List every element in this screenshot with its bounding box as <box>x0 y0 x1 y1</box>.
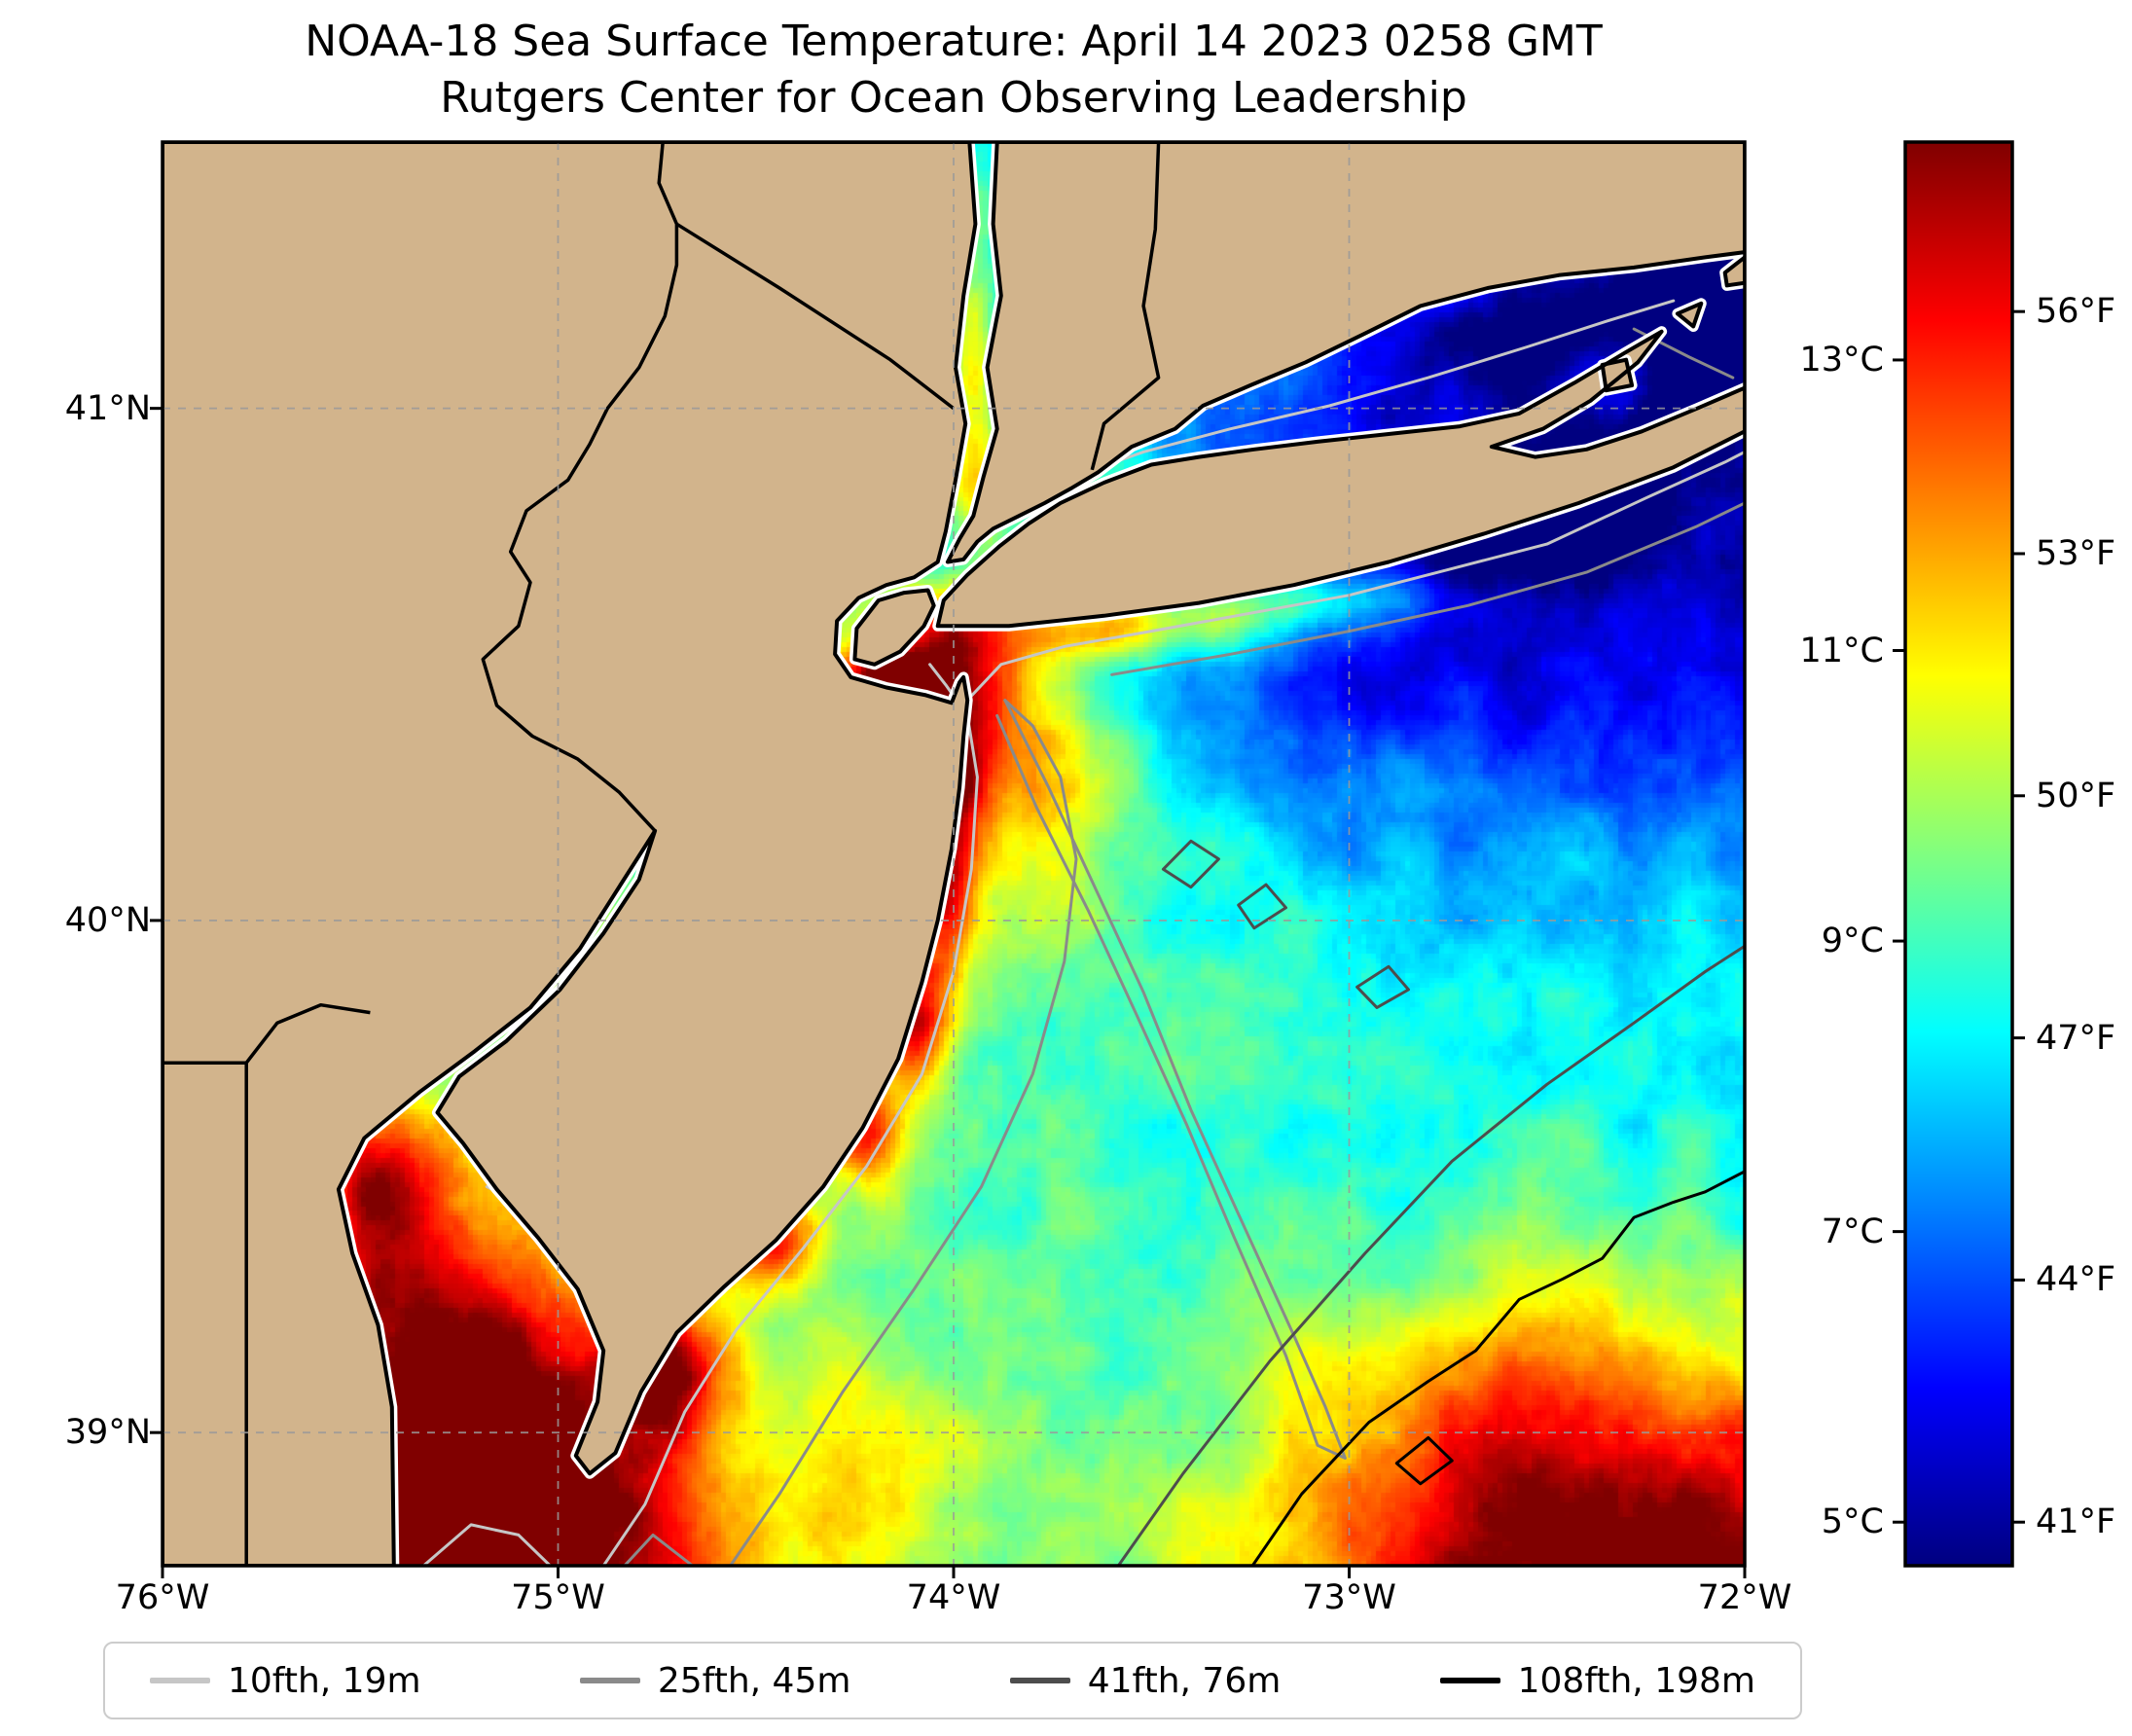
y-tick-label: 39°N <box>64 1413 151 1453</box>
colorbar-fahrenheit-label: 47°F <box>2036 1018 2116 1058</box>
colorbar-celsius-label: 9°C <box>1821 922 1884 961</box>
depth-contour-legend: 10fth, 19m 25fth, 45m 41fth, 76m 108fth,… <box>103 1642 1802 1719</box>
legend-item: 10fth, 19m <box>150 1661 421 1701</box>
x-tick-label: 74°W <box>906 1578 1001 1617</box>
y-tick-label: 40°N <box>64 900 151 940</box>
x-tick-label: 73°W <box>1302 1578 1396 1617</box>
colorbar-ticks <box>1893 309 2025 1524</box>
sst-heatmap-canvas <box>163 142 1745 1566</box>
colorbar-fahrenheit-label: 41°F <box>2036 1502 2116 1542</box>
colorbar-fahrenheit-label: 53°F <box>2036 533 2116 573</box>
colorbar-fahrenheit-label: 50°F <box>2036 776 2116 815</box>
figure-title: NOAA-18 Sea Surface Temperature: April 1… <box>163 14 1745 127</box>
legend-item: 108fth, 198m <box>1439 1660 1755 1701</box>
colorbar-fahrenheit-label: 56°F <box>2036 292 2116 332</box>
x-tick-label: 72°W <box>1697 1578 1792 1617</box>
colorbar-celsius-label: 5°C <box>1821 1502 1884 1542</box>
y-tick-label: 41°N <box>64 388 151 428</box>
figure-title-line1: NOAA-18 Sea Surface Temperature: April 1… <box>305 17 1603 66</box>
x-tick-label: 76°W <box>115 1578 210 1617</box>
x-tick-label: 75°W <box>511 1578 605 1617</box>
colorbar-celsius-label: 13°C <box>1799 340 1884 380</box>
legend-line-sample-41fth <box>1009 1678 1070 1683</box>
colorbar-celsius-label: 11°C <box>1799 631 1884 670</box>
colorbar-frame <box>1903 140 2014 1568</box>
legend-item-label: 108fth, 198m <box>1517 1660 1755 1701</box>
legend-item: 25fth, 45m <box>579 1660 851 1701</box>
legend-item: 41fth, 76m <box>1009 1660 1282 1701</box>
legend-line-sample-25fth <box>579 1678 640 1683</box>
legend-item-label: 41fth, 76m <box>1087 1660 1282 1701</box>
figure-title-line2: Rutgers Center for Ocean Observing Leade… <box>440 73 1467 123</box>
colorbar-fahrenheit-label: 44°F <box>2036 1260 2116 1300</box>
legend-line-sample-10fth <box>150 1678 210 1683</box>
colorbar-celsius-label: 7°C <box>1821 1212 1884 1251</box>
legend-item-label: 25fth, 45m <box>657 1660 851 1701</box>
legend-item-label: 10fth, 19m <box>228 1660 421 1701</box>
colorbar-gradient <box>1905 142 2012 1566</box>
legend-line-sample-108fth <box>1439 1678 1500 1683</box>
